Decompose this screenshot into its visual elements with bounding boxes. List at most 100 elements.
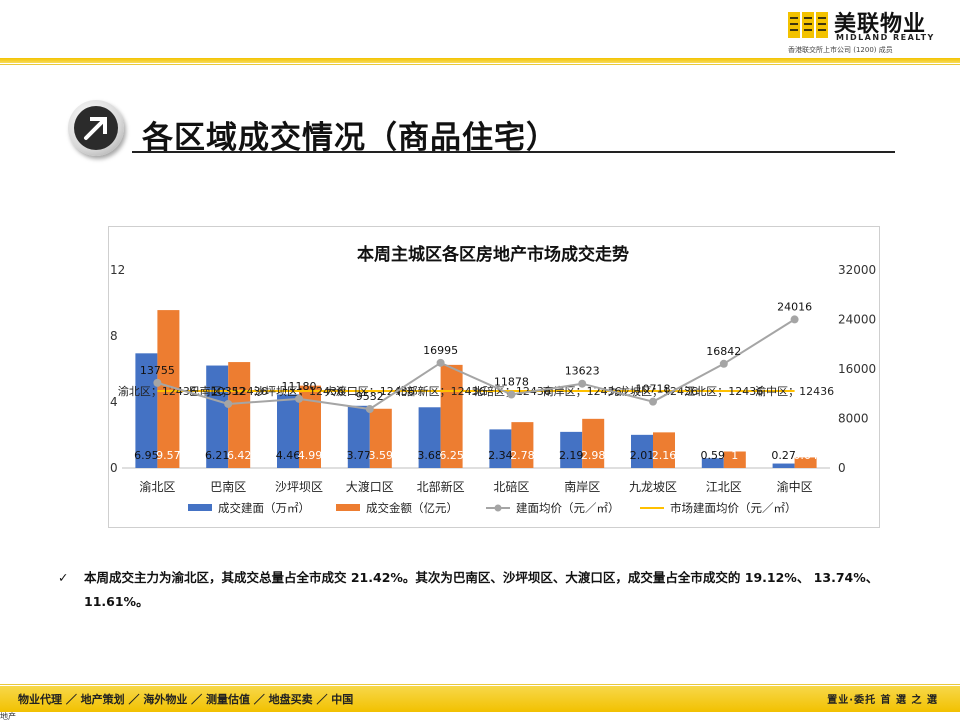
corner-label: 地产 — [0, 712, 16, 721]
avg-price-label: 13623 — [565, 365, 600, 378]
legend-label: 成交建面（万㎡） — [218, 501, 310, 515]
avg-price-point — [578, 379, 587, 388]
market-avg-label: 渝中区；12436 — [755, 384, 834, 398]
bar-area — [701, 458, 724, 468]
header-bar: 美联物业 MIDLAND REALTY 香港联交所上市公司 (1200) 成员 — [0, 0, 960, 58]
avg-price-point — [790, 315, 799, 324]
avg-price-line — [157, 318, 796, 411]
title-underline — [132, 151, 895, 153]
bar-area-value: 4.46 — [276, 449, 301, 462]
market-avg-label: 巴南区；12436 — [189, 385, 268, 398]
avg-price-label: 16995 — [423, 344, 458, 357]
y-left-tick-label: 4 — [110, 395, 118, 409]
market-avg-label: 沙坪坝区；12436 — [254, 384, 344, 398]
legend-swatch — [188, 504, 212, 511]
top-divider — [0, 64, 960, 65]
bar-amount-value: 6.42 — [227, 449, 252, 462]
bar-amount-value: 3.59 — [369, 449, 394, 462]
bar-area-value: 0.59 — [701, 449, 726, 462]
bar-area-value: 6.95 — [134, 449, 159, 462]
logo-en-text: MIDLAND REALTY — [836, 33, 935, 42]
x-tick-label: 北部新区 — [417, 479, 465, 494]
x-tick-label: 巴南区 — [210, 479, 246, 494]
bar-area — [772, 463, 795, 468]
x-tick-label: 沙坪坝区 — [275, 480, 323, 494]
avg-price-label: 24016 — [777, 300, 812, 313]
logo-subtitle: 香港联交所上市公司 (1200) 成员 — [788, 46, 893, 54]
diagonal-arrow-icon — [84, 117, 107, 140]
y-right-tick-label: 16000 — [838, 362, 876, 376]
bar-area — [631, 434, 653, 468]
market-avg-label: 江北区；12436 — [684, 385, 763, 398]
bar-area — [277, 394, 299, 468]
bar-amount-value: 1 — [731, 449, 738, 462]
y-right-tick-label: 8000 — [838, 412, 869, 426]
y-right-tick-label: 32000 — [838, 263, 876, 277]
bar-amount — [723, 451, 746, 468]
y-right-tick-label: 24000 — [838, 313, 876, 327]
bar-area-value: 2.19 — [559, 449, 584, 462]
avg-price-point — [649, 397, 657, 406]
x-tick-label: 南岸区 — [564, 479, 600, 494]
footer-bar — [0, 686, 960, 712]
avg-price-point — [436, 358, 445, 367]
bar-amount — [157, 310, 180, 468]
midland-logo: 美联物业 MIDLAND REALTY 香港联交所上市公司 (1200) 成员 — [788, 8, 948, 54]
footer-nav: 物业代理 ／ 地产策划 ／ 海外物业 ／ 测量估值 ／ 地盘买卖 ／ 中国 — [18, 693, 354, 706]
x-tick-label: 北碚区 — [493, 479, 529, 494]
legend-label: 建面均价（元／㎡） — [516, 501, 620, 515]
legend-swatch — [336, 504, 360, 511]
logo-mark-icon — [788, 12, 828, 38]
bar-amount-value: 2.98 — [581, 449, 606, 462]
legend-marker — [494, 504, 502, 512]
avg-price-label: 13755 — [140, 364, 175, 377]
footer-slogan: 置业·委托 首 選 之 選 — [827, 695, 938, 706]
avg-price-point — [224, 399, 233, 408]
y-left-tick-label: 0 — [110, 461, 118, 475]
arrow-badge-icon — [68, 100, 124, 156]
bar-amount — [794, 457, 817, 468]
x-tick-label: 九龙坡区 — [629, 480, 677, 494]
bar-amount-value: 6.25 — [439, 449, 464, 462]
avg-price-point — [153, 378, 162, 387]
bar-amount — [511, 422, 534, 468]
logo-cn-text: 美联物业 — [834, 12, 927, 37]
bar-amount — [228, 362, 251, 468]
legend-label: 成交金额（亿元） — [366, 501, 458, 515]
bar-amount — [653, 432, 675, 468]
bar-amount-value: 9.57 — [156, 449, 181, 462]
y-right-tick-label: 0 — [838, 461, 846, 475]
bar-amount — [582, 418, 605, 468]
bar-area-value: 2.01 — [630, 449, 655, 462]
legend-label: 市场建面均价（元／㎡） — [670, 501, 797, 515]
market-avg-label: 渝北区；12436 — [118, 384, 197, 398]
market-avg-label: 北部新区；12436 — [396, 384, 486, 398]
y-left-tick-label: 8 — [110, 329, 118, 343]
y-left-tick-label: 12 — [110, 263, 125, 277]
avg-price-label: 11878 — [494, 376, 529, 389]
summary-text: 本周成交主力为渝北区，其成交总量占全市成交 21.42%。其次为巴南区、沙坪坝区… — [84, 570, 879, 609]
avg-price-label: 11180 — [282, 380, 317, 393]
district-transaction-chart: 本周主城区各区房地产市场成交走势 0 4 8 12 0 8000 16000 24000 3200… — [110, 244, 876, 515]
chart-title: 本周主城区各区房地产市场成交走势 — [357, 244, 629, 265]
x-tick-label: 大渡口区 — [346, 479, 394, 494]
bar-amount-value: 0.64 — [793, 449, 818, 462]
bar-amount-value: 2.16 — [652, 449, 677, 462]
bar-amount-value: 2.78 — [510, 449, 535, 462]
avg-price-point — [507, 390, 516, 399]
bar-amount — [299, 385, 321, 468]
bar-area-value: 3.77 — [347, 449, 372, 462]
bar-area — [489, 429, 512, 468]
check-icon: ✓ — [58, 570, 69, 585]
avg-price-label: 10352 — [211, 385, 246, 398]
bar-area-value: 0.27 — [771, 449, 796, 462]
page-title: 各区域成交情况（商品住宅） — [142, 120, 558, 156]
avg-price-point — [365, 405, 374, 414]
bar-area — [418, 407, 441, 468]
x-tick-label: 江北区 — [706, 480, 742, 494]
top-stripe — [0, 58, 960, 63]
avg-price-label: 16842 — [706, 345, 741, 358]
bar-area-value: 3.68 — [417, 449, 442, 462]
bar-amount — [369, 408, 392, 468]
market-avg-label: 九龙坡区；12436 — [608, 385, 698, 398]
